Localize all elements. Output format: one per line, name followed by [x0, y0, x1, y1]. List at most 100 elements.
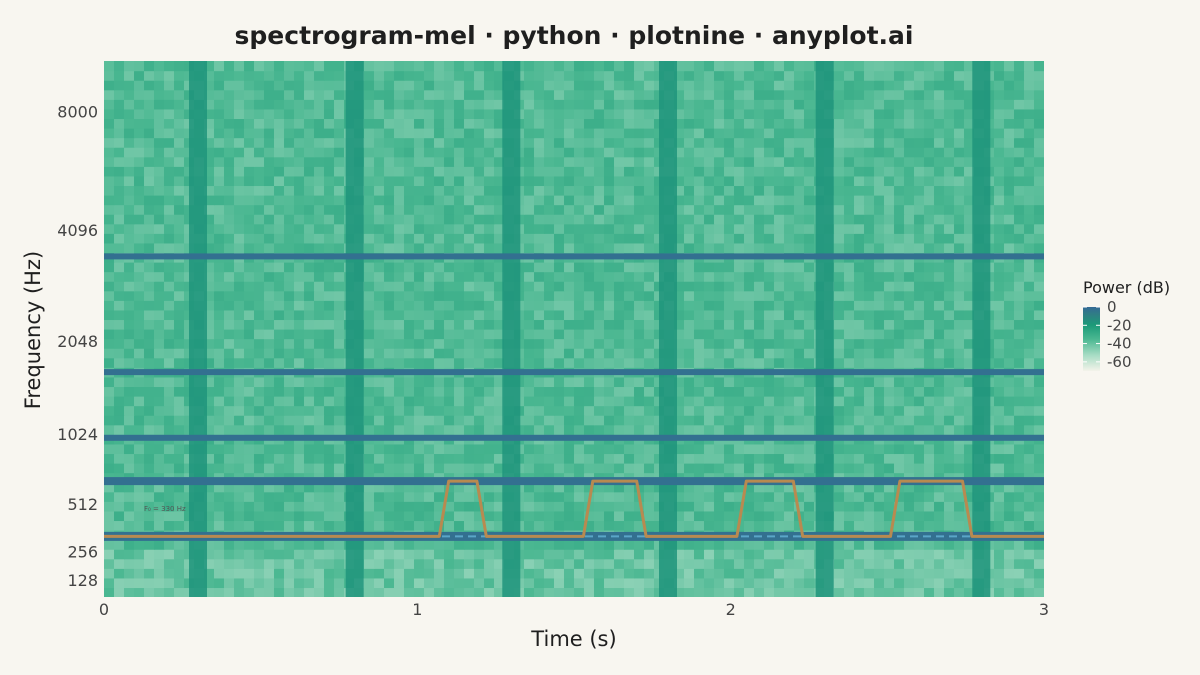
- spectrogram-cell: [444, 491, 455, 502]
- spectrogram-cell: [904, 223, 915, 234]
- spectrogram-cell: [634, 319, 645, 330]
- spectrogram-cell: [294, 89, 305, 100]
- spectrogram-cell: [904, 281, 915, 292]
- spectrogram-cell: [564, 482, 575, 493]
- spectrogram-cell: [304, 89, 315, 100]
- spectrogram-cell: [114, 281, 125, 292]
- spectrogram-cell: [624, 482, 635, 493]
- spectrogram-cell: [484, 463, 495, 474]
- spectrogram-cell: [404, 89, 415, 100]
- spectrogram-cell: [324, 348, 335, 359]
- spectrogram-cell: [614, 405, 625, 416]
- spectrogram-cell: [314, 405, 325, 416]
- spectrogram-cell: [614, 453, 625, 464]
- spectrogram-cell: [324, 357, 335, 368]
- spectrogram-cell: [294, 204, 305, 215]
- spectrogram-cell: [674, 156, 685, 167]
- spectrogram-cell: [1014, 453, 1025, 464]
- spectrogram-cell: [164, 396, 175, 407]
- spectrogram-cell: [904, 175, 915, 187]
- spectrogram-cell: [784, 338, 795, 349]
- spectrogram-cell: [894, 204, 905, 215]
- spectrogram-cell: [634, 443, 645, 455]
- spectrogram-cell: [444, 242, 455, 254]
- spectrogram-cell: [174, 156, 185, 167]
- spectrogram-cell: [124, 80, 135, 91]
- spectrogram-cell: [214, 137, 225, 148]
- spectrogram-cell: [854, 281, 865, 292]
- spectrogram-cell: [284, 195, 295, 206]
- spectrogram-cell: [364, 520, 375, 531]
- spectrogram-cell: [294, 309, 305, 321]
- spectrogram-cell: [834, 568, 845, 579]
- spectrogram-cell: [714, 99, 725, 110]
- spectrogram-cell: [614, 128, 625, 139]
- spectrogram-cell: [944, 99, 955, 110]
- spectrogram-cell: [444, 262, 455, 273]
- spectrogram-cell: [484, 99, 495, 110]
- spectrogram-cell: [294, 118, 305, 129]
- spectrogram-cell: [704, 558, 715, 569]
- spectrogram-cell: [124, 147, 135, 158]
- spectrogram-cell: [424, 137, 435, 148]
- spectrogram-cell: [644, 510, 655, 522]
- spectrogram-cell: [1014, 147, 1025, 158]
- spectrogram-cell: [924, 501, 935, 512]
- spectrogram-cell: [104, 501, 115, 512]
- spectrogram-cell: [944, 204, 955, 215]
- spectrogram-cell: [854, 510, 865, 522]
- spectrogram-cell: [234, 329, 245, 340]
- spectrogram-cell: [674, 108, 685, 120]
- spectrogram-cell: [644, 300, 655, 311]
- spectrogram-cell: [214, 520, 225, 531]
- spectrogram-cell: [904, 443, 915, 455]
- spectrogram-cell: [1004, 549, 1015, 560]
- spectrogram-cell: [684, 271, 695, 282]
- spectrogram-cell: [444, 118, 455, 129]
- spectrogram-cell: [154, 156, 165, 167]
- spectrogram-cell: [244, 348, 255, 359]
- spectrogram-cell: [454, 338, 465, 349]
- spectrogram-cell: [114, 99, 125, 110]
- spectrogram-cell: [494, 348, 505, 359]
- spectrogram-cell: [604, 587, 615, 597]
- spectrogram-cell: [844, 118, 855, 129]
- spectrogram-cell: [624, 128, 635, 139]
- spectrogram-cell: [924, 424, 935, 435]
- spectrogram-cell: [894, 329, 905, 340]
- spectrogram-cell: [1034, 568, 1044, 579]
- spectrogram-cell: [614, 204, 625, 215]
- spectrogram-cell: [324, 491, 335, 502]
- spectrogram-cell: [474, 549, 485, 560]
- spectrogram-cell: [804, 424, 815, 435]
- spectrogram-cell: [114, 108, 125, 120]
- spectrogram-cell: [854, 185, 865, 196]
- spectrogram-cell: [524, 376, 535, 388]
- spectrogram-cell: [634, 348, 645, 359]
- spectrogram-cell: [1014, 386, 1025, 397]
- spectrogram-cell: [304, 185, 315, 196]
- spectrogram-cell: [894, 309, 905, 321]
- spectrogram-cell: [434, 319, 445, 330]
- spectrogram-cell: [164, 309, 175, 321]
- spectrogram-cell: [1024, 175, 1035, 187]
- spectrogram-cell: [454, 463, 465, 474]
- spectrogram-cell: [724, 204, 735, 215]
- spectrogram-cell: [764, 309, 775, 321]
- spectrogram-cell: [534, 156, 545, 167]
- spectrogram-cell: [544, 558, 555, 569]
- spectrogram-cell: [214, 128, 225, 139]
- spectrogram-cell: [314, 396, 325, 407]
- spectrogram-cell: [594, 482, 605, 493]
- spectrogram-cell: [524, 175, 535, 187]
- spectrogram-cell: [274, 281, 285, 292]
- spectrogram-cell: [544, 520, 555, 531]
- spectrogram-cell: [584, 175, 595, 187]
- spectrogram-cell: [604, 501, 615, 512]
- spectrogram-cell: [424, 577, 435, 589]
- spectrogram-cell: [864, 271, 875, 282]
- spectrogram-cell: [244, 501, 255, 512]
- spectrogram-cell: [414, 577, 425, 589]
- spectrogram-cell: [724, 396, 735, 407]
- spectrogram-cell: [434, 118, 445, 129]
